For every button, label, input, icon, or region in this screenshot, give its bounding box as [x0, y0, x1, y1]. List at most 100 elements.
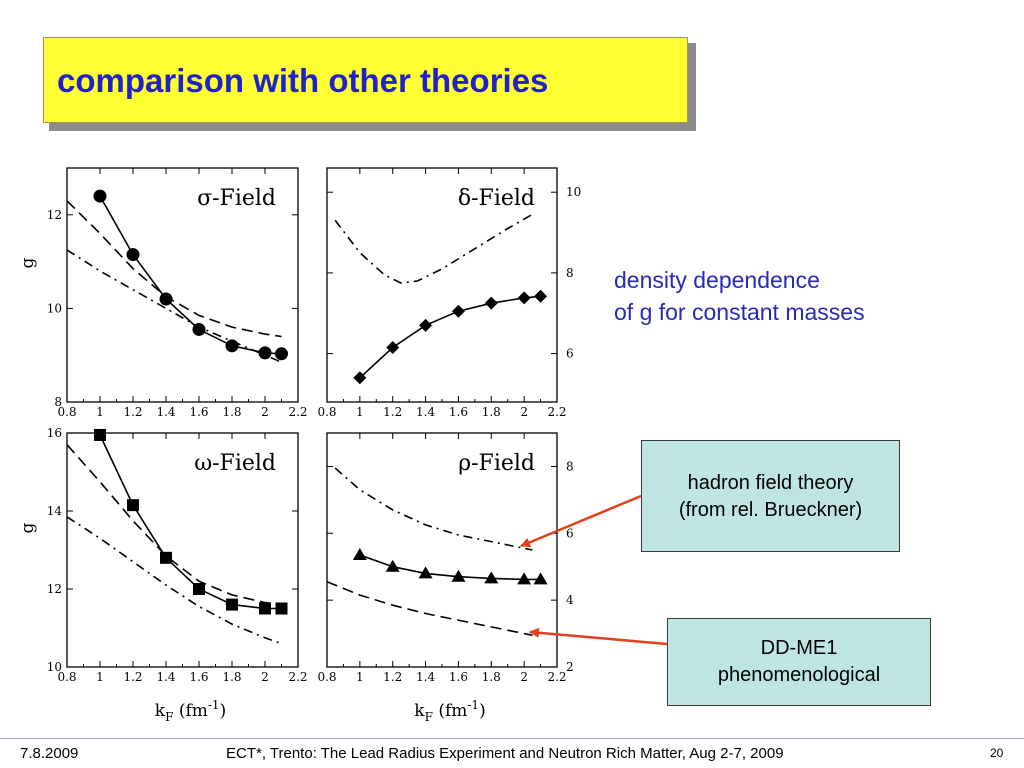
data-point-square — [226, 598, 238, 611]
x-tick-label: 1.2 — [123, 670, 142, 684]
x-tick-label: 2.2 — [547, 405, 566, 419]
x-tick-label: 0.8 — [317, 670, 336, 684]
data-point-triangle — [484, 571, 499, 584]
series-line-dashdot — [66, 249, 282, 363]
y-tick-label: 10 — [47, 660, 62, 674]
footer-event: ECT*, Trento: The Lead Radius Experiment… — [226, 745, 784, 762]
y-tick-label: 2 — [566, 660, 574, 674]
x-tick-label: 1.4 — [416, 405, 435, 419]
data-point-triangle — [517, 572, 532, 585]
data-point-square — [160, 551, 172, 564]
data-point-diamond — [451, 304, 465, 318]
data-point-diamond — [419, 318, 433, 332]
x-tick-label: 2.2 — [288, 670, 307, 684]
chart-panel-1: 0.8 1 1.2 1.4 1.6 1.8 2 2.2 8 10 12 g σ-Field — [18, 167, 308, 419]
data-point-triangle — [533, 572, 548, 585]
panel-title: ω-Field — [194, 451, 276, 476]
chart-panel-3: 0.8 1 1.2 1.4 1.6 1.8 2 2.2 10 12 14 16 g kF (fm-1) ω-… — [18, 426, 308, 724]
panel-title: ρ-Field — [458, 451, 535, 476]
series-line-solid — [359, 554, 541, 581]
x-tick-label: 1.8 — [222, 670, 241, 684]
data-point-square — [275, 602, 288, 615]
data-point-circle — [258, 346, 272, 360]
data-point-diamond — [484, 296, 498, 310]
series-line-dashdot — [334, 213, 533, 284]
callout-dd-me1: DD-ME1 phenomenological — [667, 618, 931, 706]
data-point-square — [127, 499, 139, 512]
x-tick-label: 1.2 — [383, 670, 402, 684]
x-tick-label: 1.8 — [482, 405, 501, 419]
x-tick-label: 2.2 — [288, 405, 307, 419]
x-tick-label: 1.8 — [222, 405, 241, 419]
density-note-line2: of g for constant masses — [614, 299, 865, 325]
data-point-square — [259, 602, 271, 615]
x-tick-label: 0.8 — [57, 670, 76, 684]
series-line-dashed — [326, 581, 533, 636]
x-tick-label: 1.6 — [189, 405, 208, 419]
y-tick-label: 4 — [566, 593, 574, 607]
x-tick-label: 1.2 — [123, 405, 142, 419]
data-point-circle — [275, 347, 288, 361]
x-tick-label: 2 — [261, 405, 269, 419]
data-point-square — [193, 583, 205, 595]
x-tick-label: 2 — [520, 670, 528, 684]
title-box: comparison with other theories — [43, 37, 688, 123]
data-point-circle — [126, 248, 140, 262]
series-line-dashdot — [334, 467, 533, 551]
footer-page-number: 20 — [990, 746, 1004, 760]
callout-dd-line2: phenomenological — [717, 664, 881, 686]
data-point-square — [94, 428, 106, 441]
data-point-diamond — [517, 291, 531, 305]
y-tick-label: 14 — [47, 504, 63, 518]
x-tick-label: 1.4 — [156, 670, 175, 684]
x-tick-label: 1 — [356, 670, 364, 684]
y-tick-label: 12 — [47, 582, 62, 596]
callout-hadron-field-theory: hadron field theory (from rel. Brueckner… — [641, 440, 900, 552]
x-tick-label: 1 — [96, 670, 104, 684]
callout-hft-line2: (from rel. Brueckner) — [678, 499, 863, 521]
x-tick-label: 1.2 — [383, 405, 402, 419]
x-tick-label: 1.6 — [189, 670, 208, 684]
density-note: density dependence of g for constant mas… — [614, 264, 865, 328]
x-tick-label: 2.2 — [547, 670, 566, 684]
x-tick-label: 1.4 — [416, 670, 435, 684]
callout-arrow-dd — [529, 627, 668, 646]
callout-arrow-hft — [520, 494, 642, 548]
x-tick-label: 2 — [520, 405, 528, 419]
x-axis-label: kF (fm-1) — [155, 698, 226, 724]
y-tick-label: 8 — [566, 266, 574, 280]
data-point-circle — [192, 322, 206, 336]
x-tick-label: 1.6 — [449, 670, 468, 684]
series-line-solid — [99, 195, 282, 355]
x-tick-label: 1.6 — [449, 405, 468, 419]
y-tick-label: 10 — [47, 301, 62, 315]
data-point-diamond — [386, 341, 400, 355]
footer-date: 7.8.2009 — [20, 745, 79, 762]
data-point-diamond — [353, 371, 367, 385]
chart-panel-2: 0.8 1 1.2 1.4 1.6 1.8 2 2.2 6 8 10 δ-Field — [317, 167, 581, 419]
x-tick-label: 1 — [356, 405, 364, 419]
slide-title: comparison with other theories — [57, 62, 549, 99]
x-tick-label: 1.8 — [482, 670, 501, 684]
callout-dd-line1: DD-ME1 — [760, 637, 838, 659]
series-line-dashed — [66, 444, 282, 606]
y-tick-label: 12 — [47, 208, 62, 222]
data-point-triangle — [418, 566, 433, 579]
x-tick-label: 1.4 — [156, 405, 175, 419]
data-point-triangle — [451, 569, 466, 582]
data-point-circle — [93, 189, 107, 203]
data-point-circle — [159, 292, 173, 306]
y-axis-label: g — [18, 522, 38, 533]
y-tick-label: 8 — [54, 395, 62, 409]
panel-title: δ-Field — [458, 186, 535, 211]
x-tick-label: 2 — [261, 670, 269, 684]
panel-title: σ-Field — [197, 186, 276, 211]
series-line-solid — [359, 295, 541, 379]
y-tick-label: 6 — [566, 347, 574, 361]
callout-hft-line1: hadron field theory — [687, 472, 854, 494]
series-line-dashdot — [66, 516, 282, 645]
x-tick-label: 1 — [96, 405, 104, 419]
y-axis-label: g — [18, 257, 38, 268]
